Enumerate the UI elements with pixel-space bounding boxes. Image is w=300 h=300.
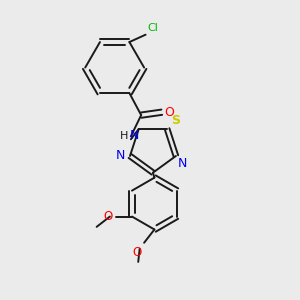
Text: N: N bbox=[130, 129, 139, 142]
Text: O: O bbox=[132, 246, 141, 259]
Text: H: H bbox=[120, 131, 129, 141]
Text: N: N bbox=[116, 149, 126, 163]
Text: O: O bbox=[103, 210, 113, 223]
Text: N: N bbox=[177, 158, 187, 170]
Text: S: S bbox=[171, 114, 180, 127]
Text: Cl: Cl bbox=[147, 23, 158, 33]
Text: O: O bbox=[164, 106, 174, 119]
